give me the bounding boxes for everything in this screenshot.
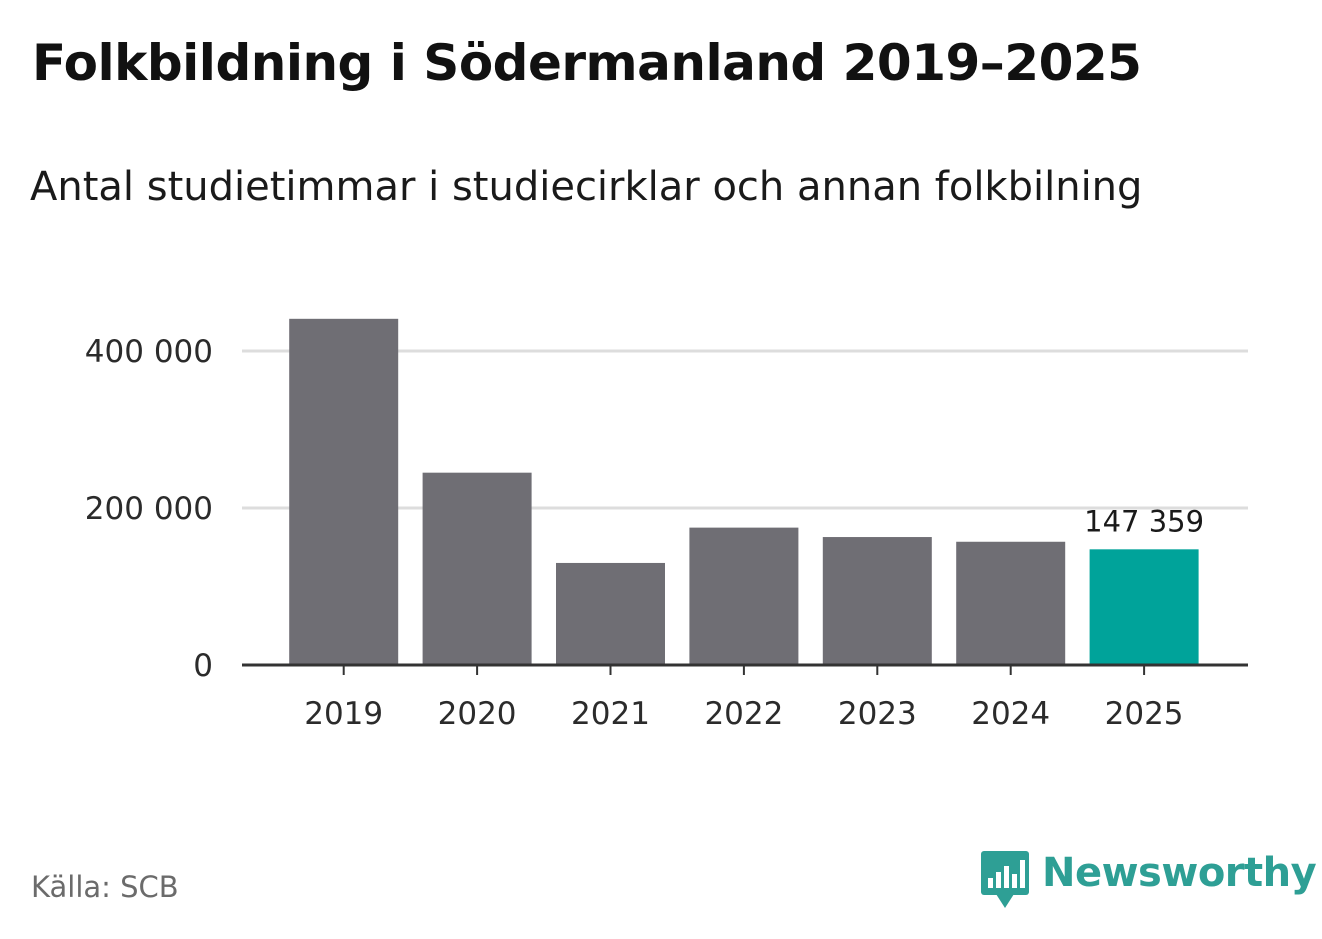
chart-title: Folkbildning i Södermanland 2019–2025 (32, 34, 1142, 92)
brand-logo-group[interactable]: Newsworthy (980, 850, 1317, 910)
bar-2025 (1089, 549, 1199, 665)
x-tick-label: 2025 (1105, 696, 1184, 732)
gridlines (242, 349, 1248, 510)
axes (242, 663, 1248, 675)
x-tick-label: 2022 (704, 696, 783, 732)
x-tick-label: 2021 (571, 696, 650, 732)
x-tick-label: 2024 (971, 696, 1050, 732)
y-tick-label: 200 000 (85, 491, 213, 527)
y-tick-label: 0 (193, 648, 213, 684)
x-tick-label: 2019 (304, 696, 383, 732)
x-tick-label: 2020 (438, 696, 517, 732)
chart-subtitle: Antal studietimmar i studiecirklar och a… (30, 164, 1143, 210)
bar-2024 (956, 541, 1066, 665)
bar-2021 (556, 562, 665, 665)
bar-2022 (689, 527, 799, 665)
source-note: Källa: SCB (31, 870, 179, 904)
bar-2020 (422, 472, 532, 665)
labels: 0 200 000 400 000 2019 2020 2021 2022 2023 2024 2… (85, 334, 1204, 732)
data-label: 147 359 (1084, 504, 1204, 538)
bar-2019 (289, 318, 399, 665)
x-tick-label: 2023 (838, 696, 917, 732)
bars (289, 318, 1199, 665)
bar-2023 (822, 537, 932, 665)
y-tick-label: 400 000 (85, 334, 213, 370)
bar-chart-bubble-icon (981, 851, 1029, 908)
brand-name: Newsworthy (1042, 850, 1317, 896)
